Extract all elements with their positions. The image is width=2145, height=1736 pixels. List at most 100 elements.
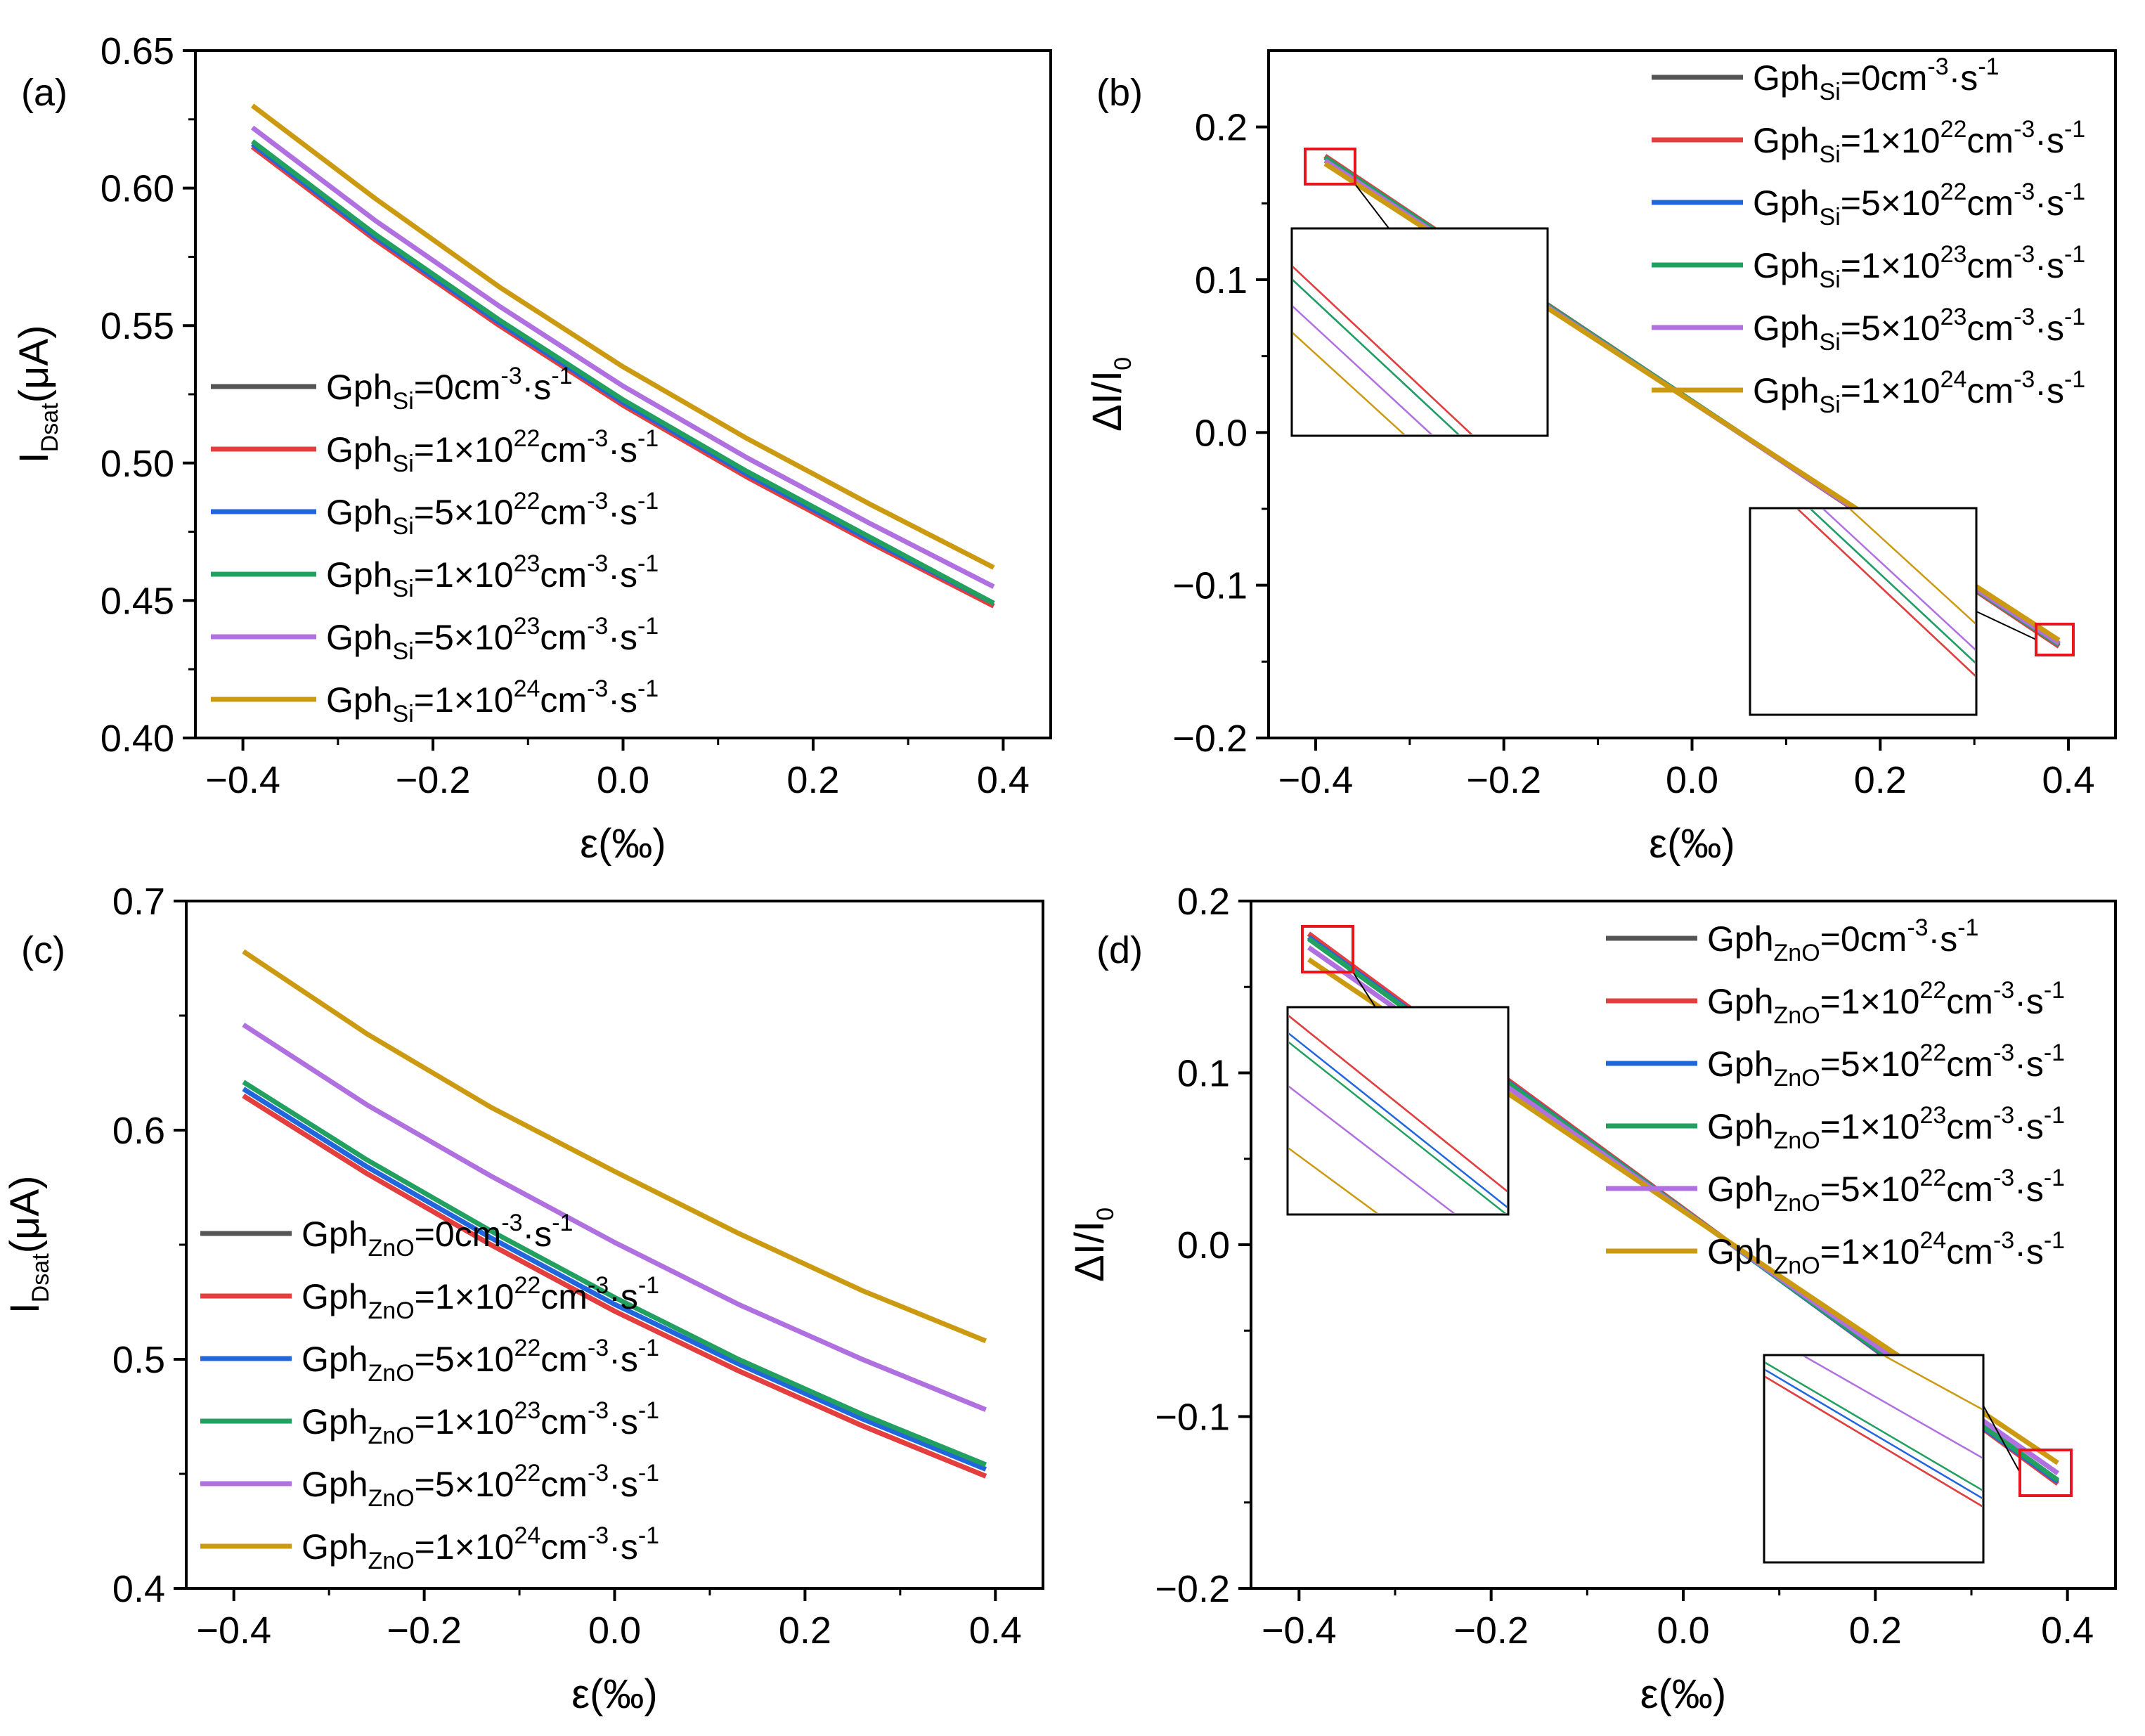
legend-entry: GphSi=5×1022cm-3·s-1 [1652, 179, 2085, 231]
legend-entry: GphSi=1×1022cm-3·s-1 [1652, 116, 2085, 168]
x-tick-label: −0.2 [1453, 1609, 1529, 1652]
y-tick-label: −0.2 [1172, 718, 1248, 760]
y-tick-label: −0.2 [1155, 1568, 1230, 1610]
legend: GphSi=0cm-3·s-1 GphSi=1×1022cm-3·s-1 GphSi… [211, 363, 659, 727]
legend-entry: GphZnO=0cm-3·s-1 [1606, 914, 1978, 966]
inset-series-line [1289, 1041, 1507, 1213]
y-axis-label: IDsat(μA) [11, 325, 63, 464]
x-tick-label: −0.4 [1278, 759, 1354, 801]
panel-1: −0.4 −0.2 0.0 0.2 0.4 −0.2 −0.1 0.0 0.1 0.2 ε(‰) ΔI… [1084, 49, 2117, 867]
legend: GphZnO=0cm-3·s-1 GphZnO=1×1022cm-3·s-1 Gph… [200, 1210, 659, 1574]
legend-label: GphZnO=1×1023cm-3·s-1 [302, 1397, 659, 1449]
y-tick-label: 0.50 [101, 443, 174, 485]
y-tick-label: 0.1 [1177, 1053, 1230, 1095]
legend: GphZnO=0cm-3·s-1 GphZnO=1×1022cm-3·s-1 Gph… [1606, 914, 2065, 1279]
x-tick-label: 0.4 [2041, 1609, 2094, 1652]
zoom-inset [1763, 1354, 2073, 1564]
zoom-region-marker [2035, 623, 2075, 656]
series-line-1 [242, 1094, 987, 1479]
inset-series-line [1289, 1147, 1379, 1213]
legend-label: GphSi=0cm-3·s-1 [326, 363, 573, 415]
y-tick-label: 0.5 [112, 1339, 165, 1381]
legend-entry: GphSi=1×1024cm-3·s-1 [211, 675, 659, 727]
x-tick-label: 0.2 [1849, 1609, 1902, 1652]
legend-entry: GphSi=5×1023cm-3·s-1 [1652, 304, 2085, 356]
inset-series-line [1289, 1085, 1456, 1213]
y-tick-label: 0.6 [112, 1110, 165, 1152]
y-tick-label: 0.7 [112, 881, 165, 923]
legend-entry: GphSi=1×1023cm-3·s-1 [1652, 241, 2085, 293]
panel-0: −0.4 −0.2 0.0 0.2 0.4 0.40 0.45 0.50 0.55 0.60 0.6… [11, 30, 1052, 867]
panel-3: −0.4 −0.2 0.0 0.2 0.4 −0.2 −0.1 0.0 0.1 0.2 ε(‰) ΔI… [1067, 881, 2117, 1717]
x-tick-label: −0.4 [205, 759, 280, 801]
x-tick-label: 0.0 [1666, 759, 1718, 801]
zoom-region-marker [1301, 925, 1354, 973]
legend-label: GphZnO=0cm-3·s-1 [1707, 914, 1978, 966]
inset-series-line [1289, 1032, 1507, 1208]
x-tick-label: −0.2 [387, 1609, 462, 1652]
legend-label: GphZnO=5×1022cm-3·s-1 [302, 1335, 659, 1387]
legend-label: GphSi=1×1022cm-3·s-1 [1753, 116, 2085, 168]
legend-entry: GphZnO=1×1023cm-3·s-1 [1606, 1102, 2065, 1154]
inset-frame [1749, 507, 1978, 716]
series-line-3 [242, 1080, 987, 1468]
x-tick-label: 0.2 [1854, 759, 1907, 801]
legend-label: GphSi=1×1023cm-3·s-1 [326, 550, 659, 602]
legend-entry: GphSi=1×1023cm-3·s-1 [211, 550, 659, 602]
inset-series-line [1803, 1356, 1982, 1459]
x-axis-label: ε(‰) [1640, 1671, 1727, 1717]
legend-entry: GphZnO=5×1022cm-3·s-1 [200, 1460, 659, 1512]
legend-label: GphSi=1×1024cm-3·s-1 [1753, 366, 2085, 418]
panel-2: −0.4 −0.2 0.0 0.2 0.4 0.4 0.5 0.6 0.7 ε(‰) IDsat(μ… [2, 881, 1044, 1717]
legend-label: GphSi=1×1022cm-3·s-1 [326, 425, 659, 477]
x-tick-label: 0.0 [597, 759, 649, 801]
inset-connector [1983, 1405, 2021, 1473]
legend-label: GphZnO=1×1022cm-3·s-1 [302, 1272, 659, 1324]
inset-series-line [1293, 332, 1406, 434]
x-tick-label: −0.4 [196, 1609, 271, 1652]
inset-series-line [1765, 1361, 1982, 1491]
x-tick-label: 0.4 [969, 1609, 1022, 1652]
zoom-inset [1749, 507, 2075, 716]
legend-label: GphZnO=1×1024cm-3·s-1 [302, 1522, 659, 1574]
inset-frame [1763, 1354, 1985, 1564]
y-tick-label: 0.45 [101, 580, 174, 622]
zoom-inset [1290, 148, 1549, 437]
series-line-3 [250, 139, 995, 606]
x-axis-label: ε(‰) [1649, 821, 1735, 867]
inset-series-line [1822, 510, 1975, 651]
legend-label: GphSi=1×1023cm-3·s-1 [1753, 241, 2085, 293]
series-line-2 [242, 1087, 987, 1472]
panel-label: (a) [21, 72, 67, 114]
y-tick-label: 0.0 [1177, 1224, 1230, 1267]
legend-entry: GphZnO=1×1024cm-3·s-1 [1606, 1227, 2065, 1279]
inset-frame [1286, 1006, 1510, 1216]
y-tick-label: 0.4 [112, 1568, 165, 1610]
inset-series-line [1796, 510, 1975, 677]
x-axis-label: ε(‰) [571, 1671, 658, 1717]
series-line-4 [250, 125, 995, 589]
y-tick-label: 0.2 [1195, 107, 1248, 149]
series-line-4 [242, 1023, 987, 1412]
x-tick-label: 0.2 [786, 759, 839, 801]
series-line-5 [242, 949, 987, 1344]
legend-entry: GphSi=0cm-3·s-1 [1652, 53, 2000, 105]
legend-entry: GphSi=5×1023cm-3·s-1 [211, 613, 659, 665]
inset-series-line [1289, 1015, 1507, 1193]
legend-label: GphSi=5×1022cm-3·s-1 [1753, 179, 2085, 231]
y-tick-label: −0.1 [1172, 565, 1248, 607]
y-tick-label: 0.55 [101, 305, 174, 347]
legend-entry: GphZnO=1×1023cm-3·s-1 [200, 1397, 659, 1449]
x-tick-label: 0.0 [588, 1609, 641, 1652]
inset-series-line [1765, 1375, 1982, 1508]
legend-label: GphSi=5×1023cm-3·s-1 [1753, 304, 2085, 356]
y-tick-label: 0.0 [1195, 412, 1248, 454]
legend-label: GphZnO=5×1022cm-3·s-1 [1707, 1165, 2065, 1217]
inset-series-line [1765, 1368, 1982, 1499]
panel-label: (d) [1096, 929, 1143, 971]
legend-entry: GphZnO=0cm-3·s-1 [200, 1210, 573, 1262]
legend-label: GphSi=5×1022cm-3·s-1 [326, 488, 659, 540]
legend-entry: GphZnO=1×1024cm-3·s-1 [200, 1522, 659, 1574]
legend-entry: GphZnO=1×1022cm-3·s-1 [200, 1272, 659, 1324]
y-tick-label: 0.65 [101, 30, 174, 72]
